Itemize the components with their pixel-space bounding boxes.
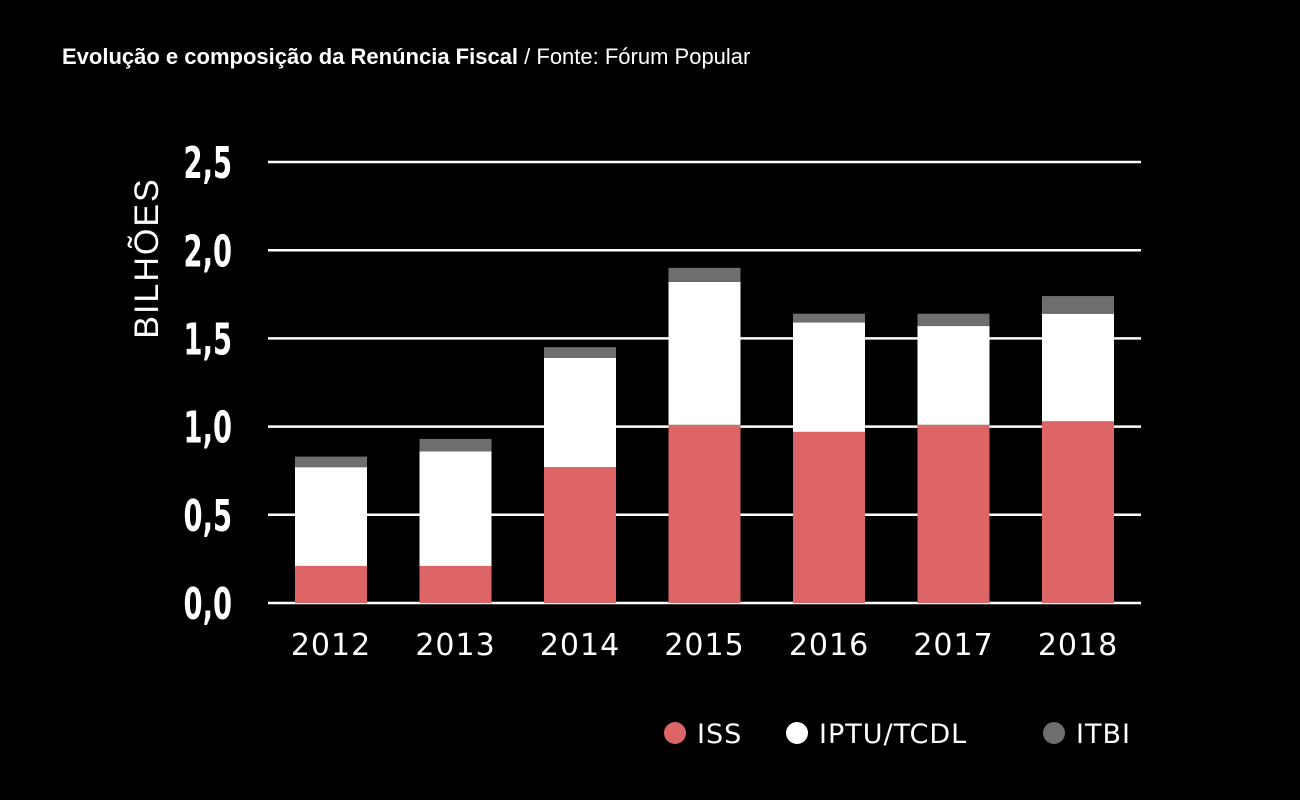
y-axis-label: BILHÕES	[128, 177, 166, 338]
bar-iss-2013	[419, 565, 492, 603]
y-tick-label: 2,0	[184, 226, 232, 278]
legend-label: ITBI	[1076, 719, 1131, 750]
y-tick-label: 0,5	[184, 490, 232, 542]
legend-marker-iptu-tcdl	[786, 722, 808, 744]
y-tick-label: 1,0	[184, 402, 232, 454]
x-axis-ticks: 2012 2013 2014 2015 2016 2017 2018	[291, 628, 1118, 663]
x-tick-label: 2014	[540, 628, 620, 663]
bar-iss-2012	[295, 565, 367, 603]
legend: ISS IPTU/TCDL ITBI	[664, 719, 1131, 750]
x-tick-label: 2016	[789, 628, 869, 663]
bar-iss-2015	[668, 424, 741, 603]
bars	[295, 267, 1114, 603]
y-tick-label: 2,5	[184, 137, 232, 189]
chart-title: Evolução e composição da Renúncia Fiscal…	[62, 44, 750, 70]
bar-iptu-tcdl-2015	[668, 281, 741, 425]
y-tick-label: 1,5	[184, 314, 232, 366]
bar-itbi-2015	[668, 267, 741, 282]
bar-itbi-2018	[1042, 296, 1114, 314]
bar-itbi-2013	[419, 438, 492, 452]
bar-iss-2016	[793, 431, 865, 603]
bar-iptu-tcdl-2014	[544, 357, 616, 468]
bar-itbi-2014	[544, 347, 616, 358]
bar-iss-2018	[1042, 421, 1114, 603]
bar-itbi-2012	[295, 456, 367, 468]
bar-itbi-2017	[917, 313, 990, 327]
bar-itbi-2016	[793, 313, 865, 323]
legend-label: IPTU/TCDL	[819, 719, 967, 750]
bar-iss-2014	[544, 467, 616, 603]
bar-iss-2017	[917, 424, 990, 603]
y-tick-label: 0,0	[184, 578, 232, 630]
chart-title-main: Evolução e composição da Renúncia Fiscal	[62, 44, 519, 69]
bar-iptu-tcdl-2013	[419, 451, 492, 566]
x-tick-label: 2013	[415, 628, 495, 663]
x-tick-label: 2012	[291, 628, 371, 663]
legend-marker-itbi	[1043, 722, 1065, 744]
chart-title-source: / Fonte: Fórum Popular	[518, 44, 751, 69]
x-tick-label: 2015	[664, 628, 744, 663]
x-tick-label: 2017	[913, 628, 993, 663]
bar-iptu-tcdl-2017	[917, 326, 990, 425]
legend-label: ISS	[697, 719, 742, 750]
y-axis-ticks: 0,0 0,5 1,0 1,5 2,0 2,5	[184, 137, 232, 630]
bar-iptu-tcdl-2018	[1042, 313, 1114, 422]
x-tick-label: 2018	[1038, 628, 1118, 663]
legend-marker-iss	[664, 722, 686, 744]
bar-iptu-tcdl-2016	[793, 322, 865, 432]
bar-iptu-tcdl-2012	[295, 467, 367, 566]
